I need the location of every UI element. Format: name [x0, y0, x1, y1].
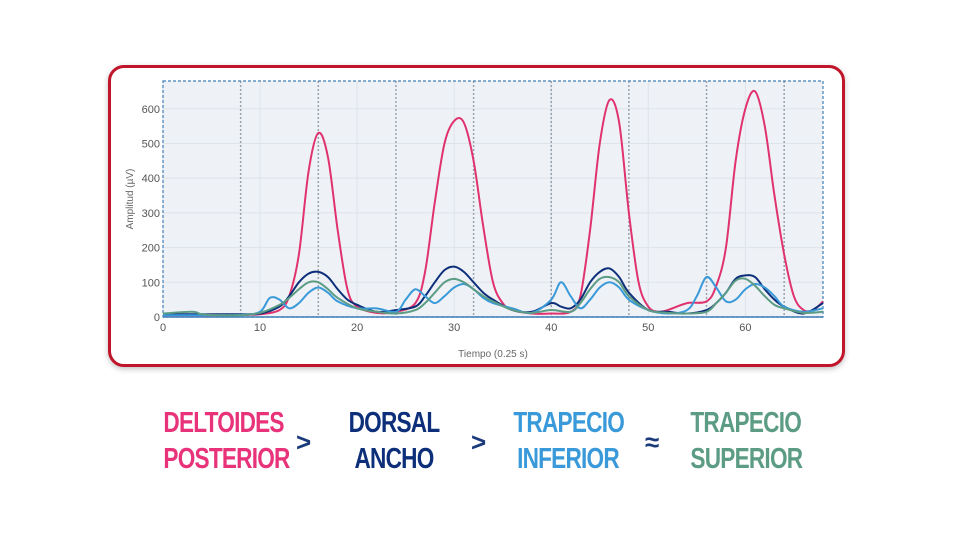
- y-axis-title: Amplitud (µV): [125, 169, 136, 230]
- series-line-deltoides-posterior: [162, 89, 824, 317]
- chart-card: 0 10 20 30 40 50 60 0 100 200 300 400 500 600 Tiempo (…: [108, 65, 845, 367]
- x-tick-label: 40: [545, 322, 557, 334]
- x-tick-label: 50: [642, 322, 654, 334]
- muscle-label-line2: POSTERIOR: [163, 443, 290, 475]
- approx-equal-operator: ≈: [645, 427, 660, 457]
- x-tick-label: 60: [739, 322, 751, 334]
- y-tick-label: 600: [142, 104, 160, 116]
- greater-than-operator: >: [471, 427, 487, 457]
- muscle-label-line1: TRAPECIO: [513, 407, 625, 439]
- muscle-ranking: DELTOIDES POSTERIOR > DORSAL ANCHO > TRA…: [0, 405, 960, 485]
- x-axis-title: Tiempo (0.25 s): [458, 349, 528, 360]
- muscle-label-line2: SUPERIOR: [690, 443, 803, 475]
- muscle-label-line1: TRAPECIO: [690, 407, 802, 439]
- muscle-label-line1: DELTOIDES: [163, 407, 284, 439]
- muscle-label-line1: DORSAL: [348, 407, 441, 439]
- muscle-trapecio-superior: TRAPECIO SUPERIOR: [690, 405, 803, 477]
- x-tick-label: 10: [254, 322, 266, 334]
- y-tick-label: 300: [142, 208, 160, 220]
- muscle-label-line2: INFERIOR: [517, 443, 620, 475]
- x-tick-label: 20: [351, 322, 363, 334]
- y-tick-label: 400: [142, 173, 160, 185]
- series-line-trapecio-superior: [162, 275, 824, 317]
- y-tick-label: 0: [154, 312, 160, 324]
- y-tick-label: 100: [142, 277, 160, 289]
- series-line-trapecio-inferior: [162, 275, 824, 317]
- greater-than-operator: >: [296, 427, 312, 457]
- muscle-trapecio-inferior: TRAPECIO INFERIOR: [513, 405, 625, 477]
- muscle-deltoides-posterior: DELTOIDES POSTERIOR: [163, 405, 290, 477]
- plot-area: [163, 81, 823, 317]
- muscle-dorsal-ancho: DORSAL ANCHO: [339, 405, 448, 477]
- x-tick-label: 30: [448, 322, 460, 334]
- y-tick-label: 200: [142, 243, 160, 255]
- muscle-label-line2: ANCHO: [354, 443, 434, 475]
- y-tick-label: 500: [142, 138, 160, 150]
- x-tick-label: 0: [160, 322, 166, 334]
